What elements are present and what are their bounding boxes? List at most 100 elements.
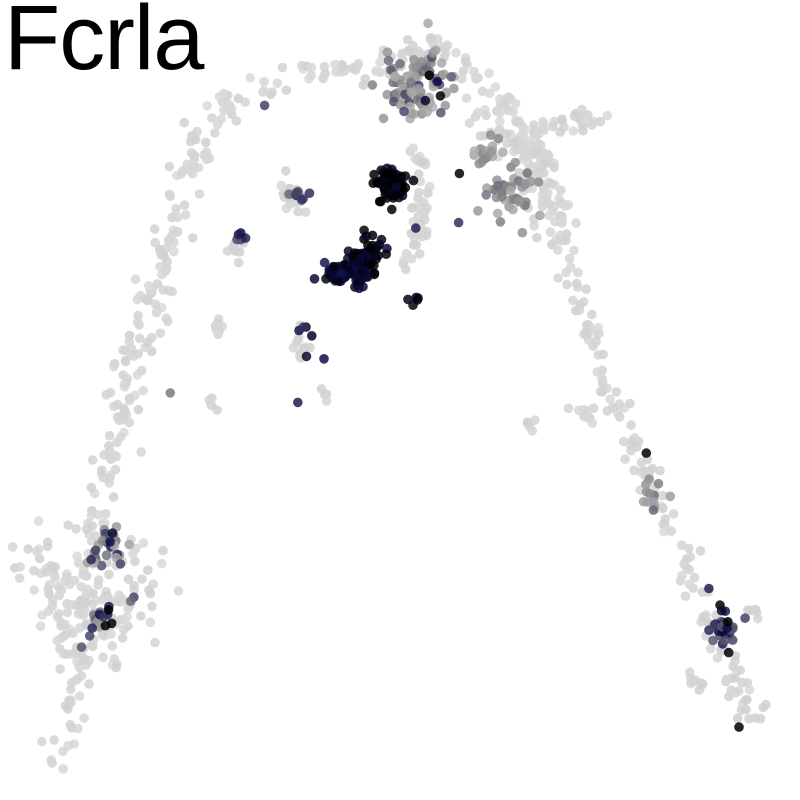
- cell-point: [316, 384, 327, 394]
- cell-point-expressing: [644, 488, 655, 499]
- cell-point-expressing: [396, 172, 406, 183]
- cell-point-expressing: [411, 292, 422, 303]
- cell-point: [156, 249, 166, 260]
- cell-point: [503, 92, 514, 102]
- cell-point: [626, 445, 636, 456]
- cell-point: [87, 521, 98, 531]
- cell-point: [543, 188, 553, 198]
- cell-point: [136, 611, 146, 621]
- cell-point: [419, 214, 430, 225]
- cell-point: [561, 235, 571, 246]
- cell-point-expressing: [359, 225, 369, 236]
- cell-point-high: [290, 190, 301, 200]
- cell-point: [84, 655, 94, 666]
- cell-point: [124, 393, 135, 404]
- cell-point-expressing: [98, 612, 109, 622]
- cell-point: [179, 117, 189, 128]
- cell-point: [595, 116, 606, 127]
- cell-point: [93, 509, 104, 520]
- cell-point-expressing: [367, 80, 378, 90]
- cell-point: [375, 57, 385, 68]
- cell-point: [54, 590, 65, 601]
- cell-point: [259, 85, 270, 96]
- cell-point: [112, 399, 123, 410]
- cell-point-expressing: [508, 204, 518, 215]
- cell-point: [163, 235, 174, 245]
- cell-point-expressing: [395, 59, 405, 69]
- cell-point: [145, 617, 156, 628]
- cell-point: [320, 68, 330, 79]
- cell-point-expressing: [378, 113, 389, 124]
- cell-point: [194, 189, 205, 199]
- cell-point: [134, 333, 145, 344]
- cell-point: [440, 48, 451, 59]
- cell-point: [37, 610, 47, 620]
- cell-point: [508, 107, 518, 117]
- cell-point: [544, 210, 554, 221]
- cell-point: [125, 349, 136, 360]
- cell-point: [593, 350, 603, 360]
- cell-point: [291, 337, 302, 348]
- cell-point: [557, 114, 567, 124]
- cell-point: [71, 524, 81, 534]
- cell-point: [597, 375, 608, 386]
- cell-point: [712, 653, 723, 663]
- cell-point-expressing: [304, 188, 315, 198]
- cell-point: [594, 328, 604, 339]
- cell-point-expressing: [90, 545, 101, 556]
- cell-point-expressing: [440, 100, 451, 111]
- cell-point-expressing: [124, 539, 134, 550]
- cell-point: [559, 122, 569, 132]
- cell-point: [721, 674, 732, 685]
- cell-point: [581, 115, 592, 125]
- cell-point: [602, 406, 612, 416]
- cell-point: [568, 295, 578, 306]
- cell-point: [473, 107, 483, 118]
- cell-point-expressing: [473, 206, 483, 216]
- cell-point: [330, 59, 340, 70]
- cell-point: [545, 227, 556, 237]
- cell-point: [563, 403, 574, 414]
- cell-point: [481, 110, 492, 121]
- cell-point: [537, 201, 548, 212]
- cell-point: [680, 591, 691, 601]
- cell-point: [422, 226, 432, 237]
- cell-point-high: [319, 354, 329, 364]
- cell-point-high: [435, 91, 446, 101]
- cell-point: [169, 246, 179, 257]
- cell-point: [494, 94, 505, 104]
- cell-point-expressing: [383, 55, 394, 66]
- cell-point-high: [107, 528, 118, 538]
- cell-point: [132, 294, 143, 305]
- cell-point: [173, 586, 184, 596]
- cell-point: [188, 233, 198, 243]
- cell-point: [143, 565, 153, 575]
- cell-point: [49, 570, 59, 580]
- cell-point: [656, 490, 667, 501]
- cell-point-expressing: [436, 107, 446, 118]
- cell-point: [81, 597, 91, 607]
- cell-point: [155, 328, 166, 339]
- cell-point: [66, 723, 77, 733]
- cell-point: [655, 465, 665, 476]
- cell-point: [158, 545, 168, 556]
- cell-point: [204, 395, 215, 405]
- cell-point: [155, 261, 165, 272]
- cell-point: [48, 562, 59, 573]
- cell-point: [100, 509, 111, 519]
- cell-point-high: [734, 722, 744, 732]
- cell-point-expressing: [101, 550, 112, 560]
- cell-point: [553, 245, 563, 255]
- cell-point: [537, 125, 548, 135]
- cell-point: [93, 575, 104, 585]
- cell-point: [319, 61, 330, 72]
- cell-point: [162, 256, 172, 267]
- cell-point-expressing: [485, 130, 496, 140]
- cell-point: [562, 279, 572, 290]
- cell-point-expressing: [408, 175, 419, 186]
- cell-point: [133, 310, 143, 321]
- cell-point-expressing: [514, 197, 524, 207]
- cell-point: [116, 432, 126, 442]
- cell-point: [666, 526, 676, 536]
- cell-point: [732, 713, 743, 724]
